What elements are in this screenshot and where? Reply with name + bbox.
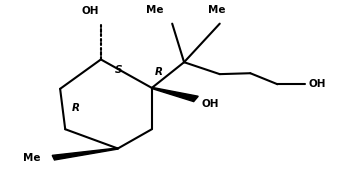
Text: Me: Me <box>147 5 164 15</box>
Text: OH: OH <box>308 79 326 89</box>
Polygon shape <box>151 87 198 102</box>
Text: Me: Me <box>208 5 225 15</box>
Text: Me: Me <box>23 153 40 163</box>
Polygon shape <box>52 148 118 160</box>
Text: R: R <box>72 103 80 113</box>
Text: OH: OH <box>82 6 100 16</box>
Text: R: R <box>155 67 163 77</box>
Text: S: S <box>115 65 122 75</box>
Text: OH: OH <box>201 99 219 109</box>
